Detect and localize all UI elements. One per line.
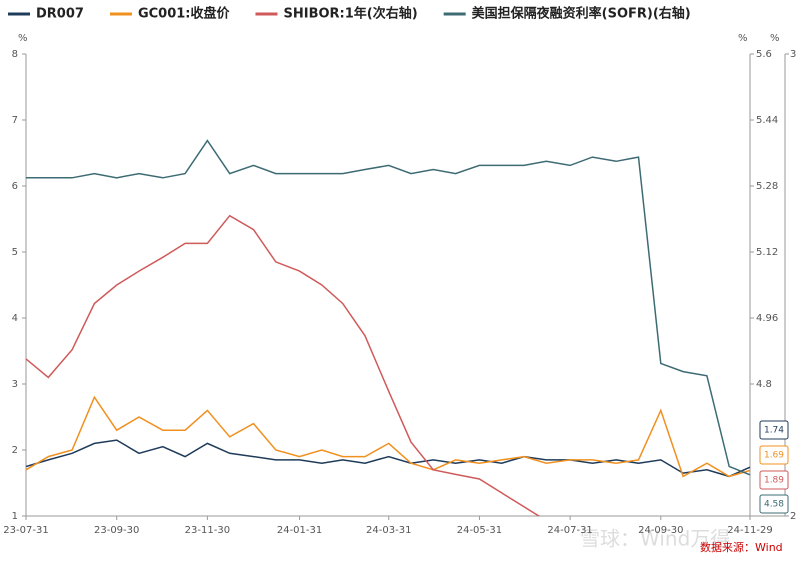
end-label: 4.58: [764, 500, 784, 510]
x-tick-label: 24-07-31: [547, 525, 592, 536]
x-tick-label: 24-11-29: [727, 525, 772, 536]
y-tick-label: 7: [12, 115, 18, 126]
y-tick-label: 1: [12, 511, 18, 522]
x-tick-label: 23-09-30: [94, 525, 139, 536]
x-tick-label: 23-07-31: [3, 525, 48, 536]
x-tick-label: 24-05-31: [457, 525, 502, 536]
series-line: [26, 216, 750, 564]
series-line: [26, 395, 751, 478]
end-label: 1.69: [764, 451, 784, 461]
y3-tick-label: 2: [790, 511, 796, 522]
y2-unit: %: [738, 33, 748, 44]
end-label: 1.74: [764, 426, 784, 436]
y2-tick-label: 5.28: [756, 181, 778, 192]
legend-label: 美国担保隔夜融资利率(SOFR)(右轴): [472, 6, 691, 22]
y2-tick-label: 5.44: [756, 115, 778, 126]
y2-tick-label: 4.96: [756, 313, 778, 324]
end-label-box: [759, 420, 789, 440]
legend-label: SHIBOR:1年(次右轴): [283, 6, 417, 22]
y2-tick-label: 5.6: [756, 49, 772, 60]
y3-unit: %: [770, 33, 780, 44]
x-tick-label: 23-11-30: [185, 525, 230, 536]
series-line: [26, 439, 751, 478]
y-tick-label: 2: [12, 445, 18, 456]
end-label-box: [759, 445, 789, 465]
y-unit: %: [18, 33, 28, 44]
series-line: [26, 139, 751, 476]
y3-tick-label: 3: [790, 49, 796, 60]
end-label-box: [759, 470, 789, 490]
end-label-box: [759, 494, 789, 514]
y-tick-label: 5: [12, 247, 18, 258]
legend-label: DR007: [36, 7, 84, 22]
source: 数据来源：Wind: [700, 540, 783, 554]
y2-tick-label: 5.12: [756, 247, 778, 258]
x-tick-label: 24-09-30: [638, 525, 683, 536]
y-tick-label: 4: [12, 313, 18, 324]
y-tick-label: 3: [12, 379, 18, 390]
y-tick-label: 6: [12, 181, 18, 192]
x-tick-label: 24-01-31: [277, 525, 322, 536]
end-label: 1.89: [764, 476, 784, 486]
legend-label: GC001:收盘价: [138, 6, 231, 22]
watermark: 雪球：Wind万得: [580, 527, 730, 551]
y2-tick-label: 4.8: [756, 379, 772, 390]
plot-area: [26, 139, 751, 564]
y-tick-label: 8: [12, 49, 18, 60]
x-tick-label: 24-03-31: [366, 525, 411, 536]
